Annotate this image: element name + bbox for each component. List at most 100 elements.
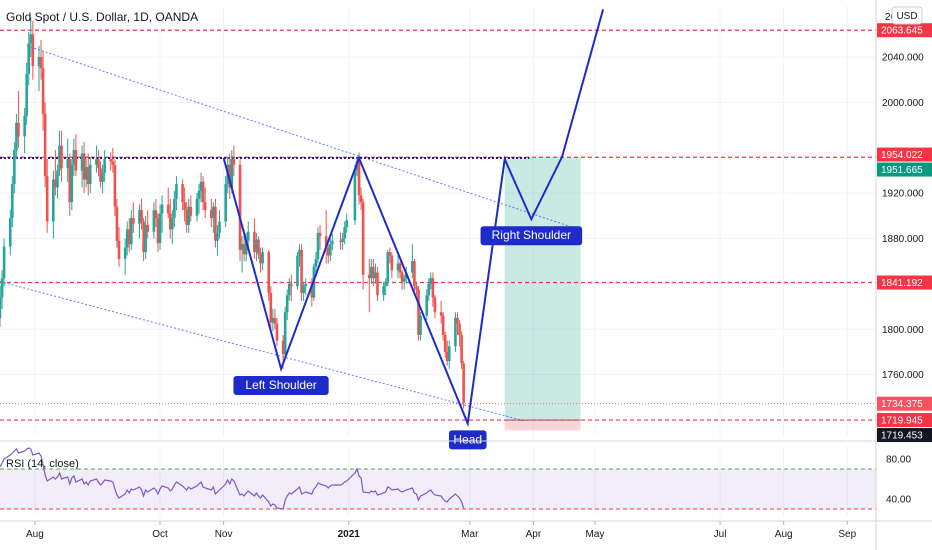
- price-tick-label: 1880.000: [882, 234, 924, 245]
- candle-body: [285, 295, 289, 313]
- candle-body: [238, 164, 242, 250]
- head-and-shoulders-line: [222, 9, 605, 428]
- candle: [17, 91, 20, 148]
- price-tag-text: 2063.645: [881, 26, 923, 37]
- candle-body: [109, 159, 113, 162]
- candle: [152, 202, 156, 239]
- candle: [232, 145, 236, 177]
- candle: [95, 145, 98, 173]
- currency-button[interactable]: USD: [891, 6, 923, 25]
- channel-line: [26, 45, 573, 228]
- candle-body: [212, 206, 215, 219]
- price-tag: 1951.665: [877, 162, 932, 177]
- candle: [97, 150, 100, 177]
- candle-body: [74, 150, 78, 171]
- candle: [80, 145, 84, 188]
- rsi-label: RSI (14, close): [6, 458, 79, 470]
- time-tick-label: Jul: [714, 529, 727, 540]
- candle: [328, 238, 332, 262]
- candle: [185, 202, 188, 233]
- currency-button-label[interactable]: USD: [896, 11, 917, 22]
- candle: [101, 164, 104, 194]
- candle-body: [454, 317, 457, 347]
- pattern-label-bg: [448, 430, 487, 450]
- candle: [259, 247, 262, 273]
- candle-body: [374, 272, 377, 279]
- candle-body: [240, 244, 244, 250]
- candle-body: [175, 184, 178, 199]
- time-tick-label: Aug: [775, 529, 793, 540]
- candle-body: [168, 213, 172, 230]
- candle-body: [43, 113, 47, 177]
- candle: [197, 184, 201, 214]
- candle: [56, 164, 59, 199]
- candle: [357, 152, 361, 205]
- candle-body: [296, 255, 299, 287]
- candle-body: [367, 274, 371, 279]
- candle-body: [433, 297, 437, 313]
- candle: [314, 252, 318, 275]
- candle: [298, 244, 301, 267]
- candle: [454, 312, 457, 352]
- candle-body: [25, 74, 28, 117]
- candle-body: [166, 204, 170, 214]
- price-tags: 2063.645 1954.022 1951.665 1841.192 1734.375…: [877, 23, 932, 443]
- candle: [341, 232, 344, 250]
- candle: [99, 161, 102, 188]
- time-tick-label: Sep: [838, 529, 856, 540]
- stop-zone: [504, 420, 581, 431]
- candle-body: [386, 252, 390, 282]
- candle-body: [97, 159, 100, 169]
- candle: [411, 244, 414, 279]
- candle: [11, 176, 14, 228]
- candle-body: [439, 312, 443, 316]
- candle-body: [56, 170, 59, 188]
- candle: [138, 204, 141, 239]
- candle-body: [458, 323, 461, 335]
- candle: [253, 218, 256, 259]
- candle-body: [154, 210, 158, 219]
- candle-body: [66, 159, 70, 169]
- candle: [257, 236, 260, 259]
- candle-body: [462, 363, 465, 403]
- candle: [228, 153, 232, 199]
- candle-body: [158, 213, 162, 244]
- candle-body: [298, 249, 301, 256]
- candle-body: [359, 195, 363, 203]
- time-tick-label: May: [585, 529, 604, 540]
- currency-button-frame[interactable]: [891, 6, 923, 25]
- rsi-pane: [0, 440, 932, 510]
- candle-body: [300, 249, 303, 293]
- candle: [271, 308, 275, 332]
- candle-body: [326, 247, 330, 256]
- candle: [287, 278, 291, 301]
- candle: [210, 198, 213, 228]
- time-tick-label: Mar: [461, 529, 479, 540]
- candle: [361, 198, 365, 290]
- candle-body: [113, 164, 117, 207]
- candle: [382, 281, 385, 301]
- time-tick-label: Oct: [152, 529, 168, 540]
- candle: [376, 266, 379, 301]
- candle-body: [201, 181, 205, 203]
- grid: [0, 6, 876, 517]
- candle-body: [427, 283, 431, 296]
- candle-body: [187, 206, 191, 225]
- candle-body: [382, 286, 385, 296]
- candle-body: [68, 159, 72, 203]
- candle-body: [275, 323, 279, 341]
- price-tick-label-partial: 20: [885, 12, 897, 23]
- candle: [460, 331, 463, 369]
- candle: [140, 198, 143, 230]
- candle-body: [456, 317, 459, 324]
- candle-body: [400, 272, 404, 282]
- candle-body: [181, 184, 184, 203]
- price-tag: 1841.192: [877, 275, 932, 290]
- candle-body: [15, 122, 18, 151]
- candle-body: [318, 232, 322, 237]
- candle: [431, 272, 435, 307]
- candle-body: [314, 258, 318, 267]
- candle: [52, 170, 55, 239]
- candle: [189, 195, 193, 222]
